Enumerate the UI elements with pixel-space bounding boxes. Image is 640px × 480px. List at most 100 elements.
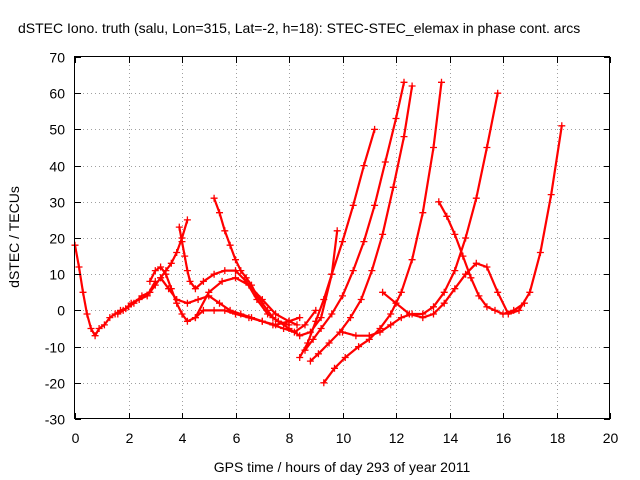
data-point <box>194 296 202 303</box>
data-point <box>151 281 159 289</box>
data-point <box>339 238 346 246</box>
series-line <box>194 309 301 326</box>
x-tick-label: 8 <box>286 430 294 446</box>
data-point <box>253 292 261 300</box>
data-point <box>547 191 555 199</box>
data-point <box>405 310 413 318</box>
data-point <box>408 256 416 264</box>
data-point <box>483 144 491 151</box>
data-point <box>245 314 253 322</box>
data-point <box>205 292 213 300</box>
x-tick-label: 2 <box>126 430 134 446</box>
data-point <box>381 158 389 166</box>
plot-frame <box>74 56 610 419</box>
y-axis-label: dSTEC / TECUs <box>6 186 22 288</box>
data-point <box>83 310 91 318</box>
data-point <box>328 270 336 278</box>
data-point <box>472 259 480 267</box>
data-point <box>258 317 266 325</box>
x-tick-label: 4 <box>179 430 187 446</box>
data-point <box>430 303 437 311</box>
data-point <box>360 238 368 246</box>
data-point <box>499 310 507 318</box>
data-point <box>520 299 528 307</box>
data-point <box>269 314 277 322</box>
data-point <box>216 299 223 307</box>
data-point <box>314 350 322 358</box>
data-point <box>221 306 229 314</box>
data-point <box>100 321 108 329</box>
data-point <box>483 263 491 271</box>
y-tick-label: 10 <box>49 267 65 283</box>
y-tick-label: -10 <box>45 340 65 356</box>
data-point <box>392 115 400 122</box>
data-series <box>301 78 408 354</box>
data-point <box>232 310 239 318</box>
x-tick-label: 10 <box>336 430 352 446</box>
data-point <box>178 238 186 246</box>
data-series-layer <box>71 78 566 387</box>
data-point <box>325 339 333 347</box>
data-point <box>331 364 338 372</box>
data-point <box>376 328 384 336</box>
data-point <box>430 310 437 318</box>
data-point <box>328 310 336 318</box>
data-point <box>339 292 346 300</box>
x-tick-label: 14 <box>443 430 459 446</box>
data-point <box>157 263 165 271</box>
data-point <box>296 314 304 322</box>
data-point <box>451 285 459 293</box>
axis-ticks: 0 2 4 6 8 10 12 14 16 18 20 -30 -20 -10 0 10 20 30 40 50 60 7… <box>45 50 619 447</box>
x-tick-label: 0 <box>72 430 80 446</box>
data-point <box>146 277 154 285</box>
data-point <box>226 241 234 249</box>
data-point <box>242 274 250 282</box>
data-point <box>210 270 218 278</box>
data-point <box>258 299 266 307</box>
data-point <box>173 296 181 303</box>
data-point <box>301 321 309 329</box>
data-point <box>125 303 132 311</box>
data-point <box>237 267 245 275</box>
data-point <box>285 317 293 325</box>
data-point <box>400 78 408 86</box>
data-point <box>216 209 223 217</box>
data-point <box>178 310 186 318</box>
y-tick-label: 50 <box>49 122 65 138</box>
data-point <box>397 288 405 296</box>
data-point <box>451 230 459 238</box>
x-tick-label: 6 <box>233 430 241 446</box>
data-point <box>472 194 480 202</box>
data-point <box>95 325 103 332</box>
data-point <box>301 346 309 354</box>
data-point <box>371 125 379 133</box>
data-point <box>387 310 395 318</box>
data-point <box>210 194 218 202</box>
data-point <box>183 216 191 224</box>
data-point <box>285 325 293 332</box>
data-point <box>191 285 199 293</box>
data-point <box>459 252 467 260</box>
data-point <box>475 292 483 300</box>
data-point <box>151 267 159 275</box>
data-point <box>138 292 146 300</box>
data-point <box>494 288 502 296</box>
data-point <box>162 270 170 278</box>
y-tick-label: -20 <box>45 376 65 392</box>
data-point <box>173 249 181 256</box>
data-point <box>199 306 207 314</box>
data-point <box>130 299 138 307</box>
x-tick-label: 12 <box>389 430 405 446</box>
data-point <box>317 325 325 332</box>
data-point <box>400 133 408 141</box>
data-point <box>440 299 448 307</box>
data-point <box>392 299 400 307</box>
data-point <box>320 296 328 303</box>
data-point <box>272 321 280 329</box>
data-point <box>296 354 304 361</box>
data-point <box>443 212 451 220</box>
data-point <box>389 183 397 191</box>
data-point <box>221 227 229 235</box>
y-tick-label: 0 <box>57 303 65 319</box>
